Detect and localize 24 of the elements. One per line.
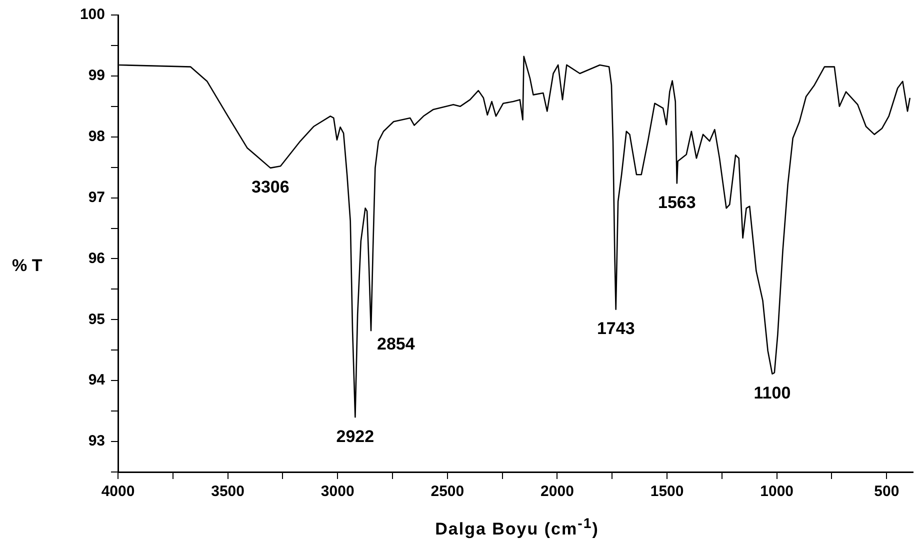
y-tick-label: 100 <box>80 6 105 24</box>
annotation: 1743 <box>596 318 635 338</box>
y-axis-title: % T <box>12 256 42 276</box>
x-tick-label: 1500 <box>650 483 684 500</box>
annotation: 1100 <box>754 384 791 403</box>
y-tick-label: 99 <box>88 67 105 84</box>
x-tick-label: 1000 <box>760 483 794 500</box>
y-tick-label: 95 <box>88 310 105 328</box>
x-axis-title: Dalga Boyu (cm$^{-1}$) <box>434 516 600 540</box>
annotation: 2922 <box>336 426 374 446</box>
x-tick-label: 4000 <box>101 483 135 500</box>
x-tick-label: 3500 <box>211 483 244 500</box>
annotation: 3306 <box>252 178 290 197</box>
y-tick-label: 93 <box>88 432 105 450</box>
x-tick-label: 3000 <box>320 483 354 500</box>
annotation: 1563 <box>658 192 696 212</box>
annotation: 2854 <box>376 334 416 354</box>
y-tick-label: 96 <box>88 250 105 267</box>
y-tick-label: 97 <box>88 188 105 206</box>
y-tick-label: 98 <box>88 128 105 146</box>
y-tick-label: 94 <box>88 372 106 389</box>
x-tick-label: 2000 <box>540 483 574 500</box>
x-tick-label: 2500 <box>430 483 464 500</box>
x-tick-label: 500 <box>874 483 900 500</box>
